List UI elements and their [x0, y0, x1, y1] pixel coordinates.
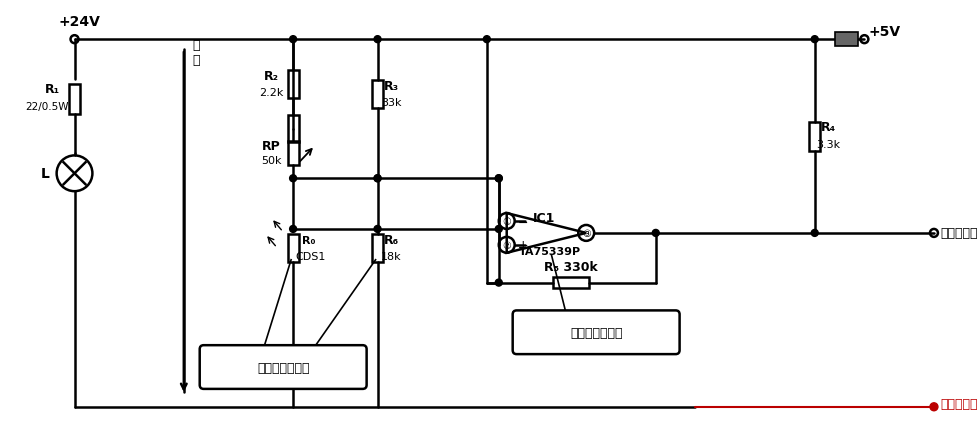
Circle shape — [494, 226, 502, 233]
Text: +24V: +24V — [59, 15, 101, 29]
Text: 33k: 33k — [381, 98, 402, 107]
Text: 18k: 18k — [381, 251, 402, 261]
Text: 入: 入 — [191, 39, 199, 52]
Circle shape — [373, 175, 381, 182]
Text: R₀: R₀ — [302, 235, 316, 245]
Bar — [833, 33, 858, 47]
Text: ①: ① — [502, 216, 511, 226]
Circle shape — [652, 230, 658, 237]
Circle shape — [289, 37, 296, 43]
Circle shape — [373, 226, 381, 233]
Bar — [287, 142, 298, 166]
Bar — [371, 81, 383, 109]
Text: +: + — [517, 239, 528, 252]
Text: ②: ② — [502, 240, 511, 250]
Text: RP: RP — [262, 140, 280, 152]
Bar — [287, 234, 298, 262]
Circle shape — [373, 175, 381, 182]
Circle shape — [289, 175, 296, 182]
Text: R₄: R₄ — [821, 121, 835, 134]
Text: 3.3k: 3.3k — [816, 140, 840, 150]
Circle shape — [810, 37, 818, 43]
Text: −: − — [517, 216, 528, 229]
Circle shape — [494, 279, 502, 286]
Text: IC1: IC1 — [532, 211, 555, 224]
Bar — [553, 278, 588, 288]
Text: 纸: 纸 — [191, 53, 199, 67]
Circle shape — [289, 226, 296, 233]
Text: R₁: R₁ — [45, 83, 61, 96]
Text: 电压比较集电路: 电压比较集电路 — [570, 326, 621, 339]
Text: R₂: R₂ — [264, 70, 278, 83]
Text: 50k: 50k — [261, 156, 281, 166]
Text: 至控制电路: 至控制电路 — [939, 397, 977, 410]
Circle shape — [929, 403, 937, 411]
Text: L: L — [40, 167, 49, 181]
Text: 22/0.5W: 22/0.5W — [25, 102, 68, 112]
Text: R₃: R₃ — [384, 80, 399, 93]
Text: 2.2k: 2.2k — [259, 88, 283, 98]
Circle shape — [810, 230, 818, 237]
FancyBboxPatch shape — [199, 346, 366, 389]
Circle shape — [494, 175, 502, 182]
Bar — [371, 234, 383, 262]
Bar — [287, 71, 298, 99]
Text: ③: ③ — [581, 228, 590, 238]
Text: CDS1: CDS1 — [295, 251, 326, 261]
Text: +5V: +5V — [868, 25, 900, 39]
Text: R₆: R₆ — [384, 234, 399, 247]
Text: 光敏电阵传感器: 光敏电阵传感器 — [257, 361, 309, 374]
Text: TA75339P: TA75339P — [519, 246, 581, 256]
Text: 至控制电路: 至控制电路 — [939, 227, 977, 240]
Text: R₅ 330k: R₅ 330k — [544, 261, 598, 274]
Bar — [287, 115, 298, 143]
Circle shape — [373, 37, 381, 43]
FancyBboxPatch shape — [512, 311, 679, 354]
Bar — [68, 85, 80, 114]
Circle shape — [483, 37, 489, 43]
Bar — [808, 122, 820, 152]
Circle shape — [494, 175, 502, 182]
